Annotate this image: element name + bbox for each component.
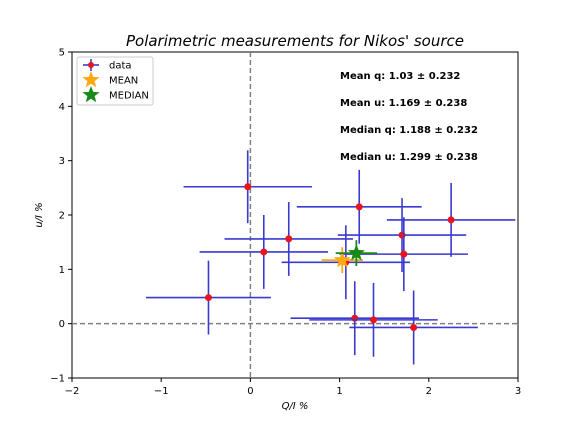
y-tick-label: −1	[50, 374, 65, 385]
y-tick-label: 2	[59, 211, 65, 222]
median-point-group	[335, 240, 378, 267]
data-point-group	[339, 217, 469, 292]
x-tick-label: 0	[247, 386, 253, 397]
y-tick-label: 5	[59, 48, 65, 59]
stat-annotation: Median q: 1.188 ± 0.232	[340, 125, 478, 136]
x-axis-ticks: −2 −1 0 1 2 3	[65, 378, 521, 397]
legend-label-data: data	[109, 61, 132, 72]
x-tick-label: 1	[336, 386, 342, 397]
data-point	[204, 294, 212, 302]
data-point-group	[183, 150, 312, 224]
y-axis-label: u/I %	[34, 202, 45, 227]
y-tick-label: 4	[59, 102, 65, 113]
y-tick-label: 1	[59, 265, 65, 276]
plot-area	[71, 51, 519, 379]
stat-annotation: Median u: 1.299 ± 0.238	[340, 152, 478, 163]
data-point-group	[146, 260, 271, 335]
data-point	[369, 316, 377, 324]
x-tick-label: 2	[426, 386, 432, 397]
data-point	[400, 250, 408, 258]
legend-entry-mean: MEAN	[82, 71, 138, 88]
stats-annotations: Mean q: 1.03 ± 0.232 Mean u: 1.169 ± 0.23…	[340, 71, 478, 163]
y-axis-ticks: −1 0 1 2 3 4 5	[50, 48, 72, 385]
legend-entry-median: MEDIAN	[82, 86, 149, 103]
data-point-group	[224, 201, 353, 276]
stat-annotation: Mean q: 1.03 ± 0.232	[340, 71, 460, 82]
data-point	[355, 203, 363, 211]
data-point	[410, 323, 418, 331]
legend-label-mean: MEAN	[109, 76, 138, 87]
data-point-group	[349, 290, 478, 365]
legend-data-marker	[88, 62, 94, 68]
mean-star-marker	[333, 251, 351, 268]
median-star-marker	[347, 244, 365, 261]
y-tick-label: 3	[59, 156, 65, 167]
data-point	[260, 248, 268, 256]
x-tick-label: −1	[154, 386, 169, 397]
data-point	[285, 235, 293, 243]
data-point-group	[386, 182, 516, 257]
chart-title: Polarimetric measurements for Nikos' sou…	[126, 32, 464, 50]
stat-annotation: Mean u: 1.169 ± 0.238	[340, 98, 467, 109]
data-point-group	[309, 282, 438, 357]
data-point	[447, 216, 455, 224]
x-tick-label: −2	[65, 386, 80, 397]
legend-median-marker	[82, 86, 100, 103]
data-point-group	[296, 169, 422, 244]
data-point-group	[199, 215, 329, 289]
reference-lines	[72, 52, 518, 378]
data-series	[146, 150, 516, 365]
summary-points	[321, 240, 378, 274]
data-point	[244, 183, 252, 191]
x-axis-label: Q/I %	[282, 401, 309, 412]
legend-entry-data: data	[83, 59, 132, 72]
legend-mean-marker	[82, 71, 100, 88]
legend-label-median: MEDIAN	[109, 91, 149, 102]
x-tick-label: 3	[515, 386, 521, 397]
y-tick-label: 0	[59, 319, 65, 330]
legend: data MEAN MEDIAN	[76, 56, 154, 106]
